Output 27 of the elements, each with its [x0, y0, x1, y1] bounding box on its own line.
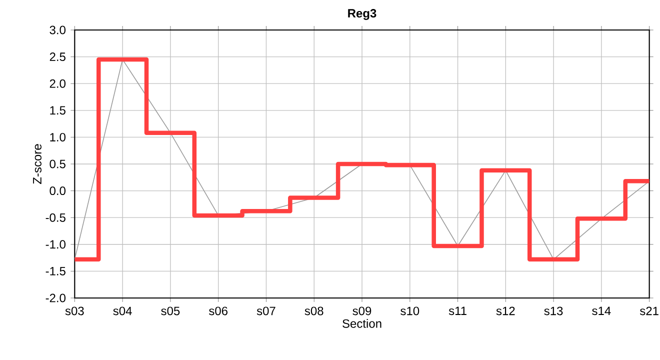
y-tick-label: -1.5 [46, 267, 66, 276]
y-axis-title: Z-score [33, 144, 42, 184]
y-tick-label: -1.0 [46, 240, 66, 249]
x-tick-label: s03 [65, 306, 84, 316]
y-tick-label: 1.5 [50, 106, 66, 115]
x-tick-label: s04 [113, 306, 132, 316]
x-tick-label: s08 [304, 306, 324, 316]
x-tick-label: s05 [161, 306, 180, 316]
x-axis-title: Section [342, 319, 382, 328]
y-tick-label: -2.0 [46, 294, 66, 302]
y-tick-label: -0.5 [46, 213, 66, 222]
x-tick-label: s07 [256, 306, 276, 316]
x-tick-label: s12 [496, 306, 515, 316]
y-tick-label: 2.0 [50, 79, 66, 88]
x-tick-label: s09 [352, 306, 372, 316]
y-tick-label: 1.0 [50, 132, 66, 142]
y-tick-label: 0.0 [50, 186, 66, 196]
y-tick-label: 2.5 [50, 52, 66, 62]
y-tick-label: 0.5 [50, 160, 66, 168]
x-tick-label: s21 [640, 306, 658, 316]
x-tick-label: s14 [592, 306, 611, 316]
x-tick-label: s13 [544, 306, 563, 316]
x-tick-label: s11 [448, 306, 466, 316]
x-tick-label: s10 [400, 306, 420, 316]
chart-title: Reg3 [348, 9, 376, 20]
x-tick-label: s06 [209, 306, 228, 316]
y-tick-label: 3.0 [50, 26, 66, 34]
